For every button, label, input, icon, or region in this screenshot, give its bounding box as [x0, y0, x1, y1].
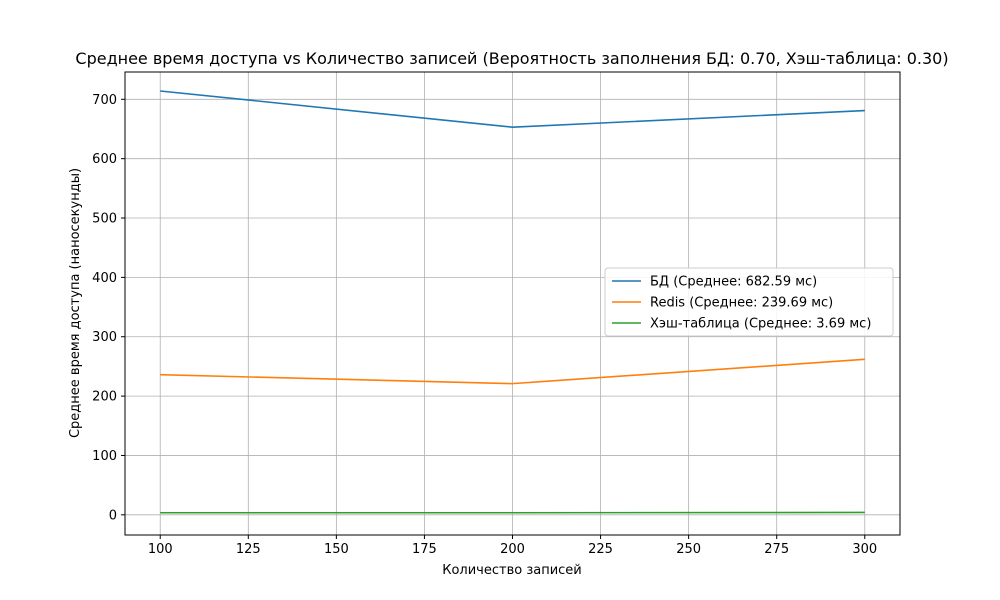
x-tick-label: 100: [148, 542, 173, 557]
x-tick-label: 250: [676, 542, 701, 557]
y-tick-label: 200: [92, 390, 117, 405]
x-tick-label: 275: [764, 542, 789, 557]
y-tick-label: 0: [109, 508, 117, 523]
legend: БД (Среднее: 682.59 мс) Redis (Среднее: 2…: [604, 267, 894, 337]
y-axis-label: Среднее время доступа (наносекунды): [68, 168, 83, 438]
x-tick-label: 175: [412, 542, 437, 557]
y-tick-label: 300: [92, 330, 117, 345]
series-line-1: [160, 358, 865, 385]
y-tick-label: 100: [92, 449, 117, 464]
y-axis: 0 100 200 300 400 500 600 700: [92, 93, 125, 523]
x-tick-label: 150: [324, 542, 349, 557]
x-axis: 100 125 150 175 200 225 250 275 300: [148, 535, 877, 557]
y-tick-label: 700: [92, 93, 117, 108]
grid: [125, 72, 900, 535]
legend-entry-1: Redis (Среднее: 239.69 мс): [650, 296, 833, 311]
x-tick-label: 125: [236, 542, 261, 557]
legend-box: [604, 267, 894, 337]
series-line-0: [160, 90, 865, 128]
legend-entry-2: Хэш-таблица (Среднее: 3.69 мс): [650, 317, 871, 332]
y-tick-label: 400: [92, 271, 117, 286]
x-tick-label: 225: [588, 542, 613, 557]
y-tick-label: 500: [92, 212, 117, 227]
x-axis-label: Количество записей: [442, 563, 582, 578]
chart-title: Среднее время доступа vs Количество запи…: [75, 49, 948, 68]
x-tick-label: 200: [500, 542, 525, 557]
y-tick-label: 600: [92, 152, 117, 167]
x-tick-label: 300: [852, 542, 877, 557]
series-lines: [160, 90, 865, 514]
legend-entry-0: БД (Среднее: 682.59 мс): [650, 275, 817, 290]
